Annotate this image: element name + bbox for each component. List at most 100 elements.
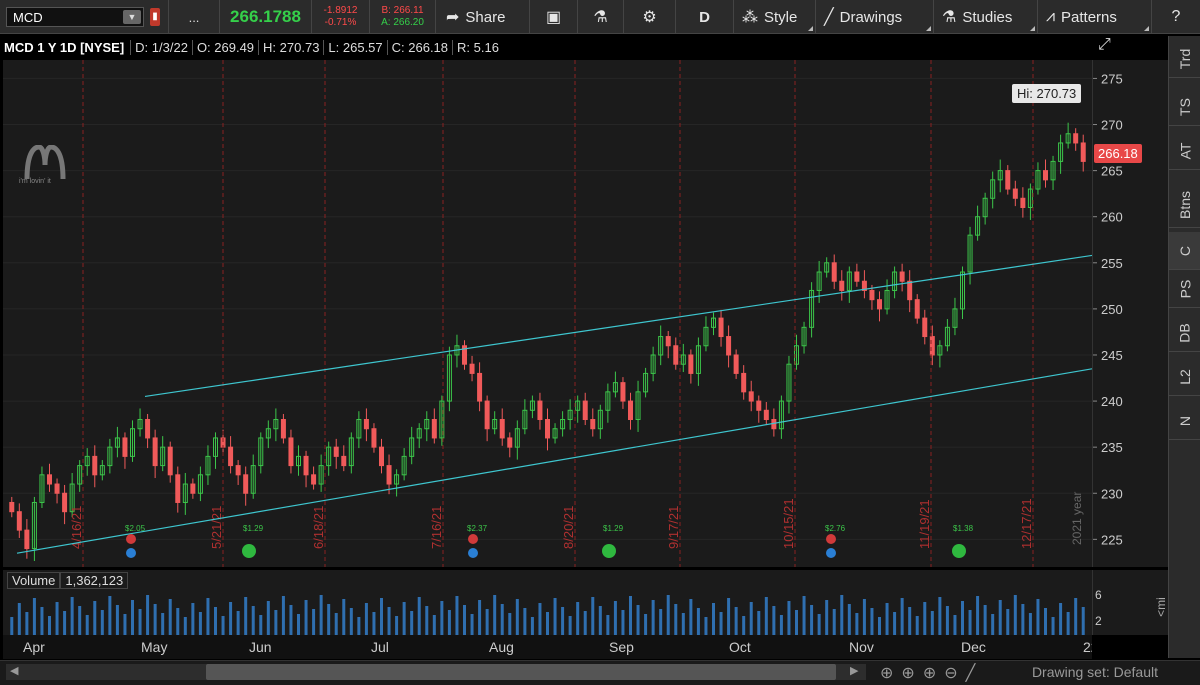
volume-bar — [606, 615, 610, 635]
tab-ps[interactable]: PS — [1169, 270, 1200, 308]
price-tick-label: 245 — [1101, 348, 1123, 363]
tab-db[interactable]: DB — [1169, 314, 1200, 352]
candle-body — [529, 400, 535, 411]
price-axis[interactable]: 275 270 265 260 255 250 245 240 235 230 225 — [1092, 60, 1168, 567]
help-button[interactable]: ? — [1152, 0, 1200, 34]
collapse-icon[interactable]: <mi — [1153, 597, 1168, 617]
patterns-button[interactable]: ⩘ Patterns — [1038, 0, 1152, 34]
candle-body — [167, 446, 173, 476]
dividend-icon[interactable] — [952, 544, 966, 558]
volume-bar — [266, 601, 270, 635]
last-price-value: 266.1788 — [230, 7, 301, 26]
volume-bar — [1059, 603, 1063, 635]
draw-icon[interactable]: ╱ — [965, 665, 976, 682]
date-axis-label: Aug — [489, 639, 514, 655]
dividend-icon[interactable] — [242, 544, 256, 558]
earnings-icon[interactable] — [126, 534, 136, 544]
drawings-label: Drawings — [839, 8, 903, 26]
candle-body — [228, 446, 234, 467]
candle-body — [975, 216, 981, 236]
date-axis[interactable]: Apr May Jun Jul Aug Sep Oct Nov Dec 22 — [3, 635, 1099, 659]
candle-body — [884, 289, 890, 310]
date-axis-label: Oct — [729, 639, 751, 655]
more-button[interactable]: ... — [168, 0, 220, 34]
candle-body — [718, 317, 724, 338]
tab-ts[interactable]: TS — [1169, 88, 1200, 126]
candle-body — [628, 400, 633, 421]
aggregation-button[interactable]: D — [676, 0, 734, 34]
horizontal-scrollbar[interactable]: ◀ ▶ — [6, 664, 866, 680]
info-open: O: 269.49 — [191, 39, 258, 55]
symbol-dropdown-icon[interactable]: ▼ — [123, 10, 141, 24]
channel-upper-line[interactable] — [144, 254, 1092, 398]
tab-n[interactable]: N — [1169, 402, 1200, 440]
pan-icon[interactable]: ⊕ — [880, 665, 894, 682]
volume-bar — [500, 604, 504, 635]
tab-c[interactable]: C — [1169, 232, 1200, 270]
candle-body — [1012, 188, 1018, 199]
scrollbar-thumb[interactable] — [206, 664, 836, 680]
symbol-input[interactable]: MCD ▼ — [6, 7, 144, 27]
candle-body — [379, 446, 384, 467]
crosshair-icon[interactable]: ⊕ — [901, 665, 915, 682]
zoom-out-icon[interactable]: ⊖ — [944, 665, 958, 682]
earnings-icon[interactable] — [826, 534, 836, 544]
volume-axis: 6 2 <mi — [1092, 570, 1168, 635]
info-range: R: 5.16 — [452, 39, 503, 55]
tab-at[interactable]: AT — [1169, 132, 1200, 170]
earnings-icon[interactable] — [468, 534, 478, 544]
candle-body — [990, 179, 996, 199]
volume-bar — [417, 597, 421, 635]
drawings-button[interactable]: ╱ Drawings — [816, 0, 934, 34]
volume-bar — [131, 600, 134, 635]
volume-bar — [696, 608, 700, 635]
style-button[interactable]: ⁂ Style — [734, 0, 816, 34]
snapshot-button[interactable]: ▣ — [530, 0, 578, 34]
candle-body — [786, 363, 792, 402]
candle-body — [243, 474, 249, 494]
studies-button[interactable]: ⚗ Studies — [934, 0, 1038, 34]
volume-bar — [508, 613, 512, 635]
channel-lower-line[interactable] — [16, 368, 1092, 554]
zoom-in-icon[interactable]: ⊕ — [922, 665, 937, 682]
candle-body — [205, 455, 211, 476]
tab-l2[interactable]: L2 — [1169, 358, 1200, 396]
candle-body — [1073, 133, 1079, 144]
event-info-icon[interactable] — [468, 548, 478, 558]
candle-body — [1080, 142, 1086, 162]
scroll-right-icon[interactable]: ▶ — [850, 665, 859, 677]
candle-body — [612, 382, 618, 393]
volume-bar — [613, 601, 617, 635]
event-info-icon[interactable] — [126, 548, 136, 558]
event-info-icon[interactable] — [826, 548, 836, 558]
flask-button[interactable]: ⚗ — [578, 0, 624, 34]
volume-pane[interactable]: Volume 1,362,123 — [3, 570, 1092, 635]
candle-body — [137, 419, 143, 430]
price-chart[interactable]: 4/16/21 5/21/21 6/18/21 7/16/21 8/20/21 9/17/… — [3, 60, 1092, 567]
dividend-icon[interactable] — [602, 544, 616, 558]
alert-flag-icon[interactable]: ▮ — [150, 8, 160, 26]
price-chart-svg[interactable]: 4/16/21 5/21/21 6/18/21 7/16/21 8/20/21 9/17/… — [3, 60, 1092, 567]
volume-bar — [855, 613, 859, 635]
candle-body — [401, 455, 407, 476]
tab-btns[interactable]: Btns — [1169, 182, 1200, 228]
tab-trd[interactable]: Trd — [1169, 40, 1200, 78]
candle-body — [952, 308, 958, 328]
share-icon: ➦ — [446, 9, 460, 26]
candle-body — [869, 289, 875, 301]
volume-bar — [70, 597, 74, 635]
price-scale-icon[interactable]: ⤢ — [1098, 36, 1111, 53]
scroll-left-icon[interactable]: ◀ — [10, 665, 19, 677]
last-price-label: 266.18 — [1094, 144, 1142, 163]
date-marker-label: 11/19/21 — [917, 499, 932, 549]
drawing-set-label[interactable]: Drawing set: Default — [1031, 664, 1158, 680]
volume-bar — [63, 611, 67, 635]
candle-body — [507, 437, 513, 448]
volume-bar — [515, 599, 519, 635]
share-button[interactable]: ➦ Share — [438, 0, 530, 34]
info-high: H: 270.73 — [258, 39, 323, 55]
settings-button[interactable]: ⚙ — [624, 0, 676, 34]
chart-title[interactable]: MCD 1 Y 1D [NYSE] — [4, 39, 125, 55]
volume-bar — [802, 596, 806, 635]
date-marker-label: 10/15/21 — [781, 498, 796, 549]
